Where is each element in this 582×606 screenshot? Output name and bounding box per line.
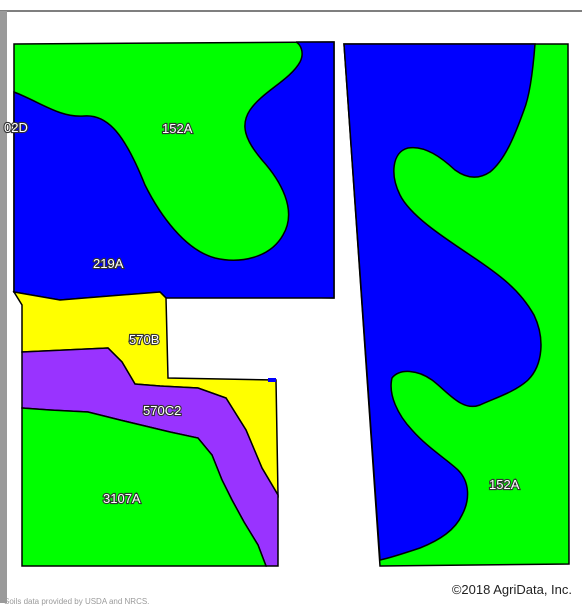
soil-unit-east-blue[interactable]	[343, 43, 542, 561]
label-02d: 02D	[4, 120, 28, 135]
label-152a-north: 152A	[162, 121, 193, 136]
left-frame-bar	[0, 11, 7, 603]
label-3107a: 3107A	[103, 491, 141, 506]
soil-unit-219a[interactable]	[13, 41, 335, 301]
footer-source-text: Soils data provided by USDA and NRCS.	[4, 597, 150, 606]
label-152a-east: 152A	[489, 477, 520, 492]
soil-unit-3107a[interactable]	[21, 407, 268, 567]
notch-corner-detail	[268, 378, 276, 382]
label-570c2: 570C2	[143, 403, 181, 418]
label-219a: 219A	[93, 256, 124, 271]
label-570b: 570B	[129, 332, 159, 347]
copyright-notice: ©2018 AgriData, Inc.	[451, 582, 572, 597]
